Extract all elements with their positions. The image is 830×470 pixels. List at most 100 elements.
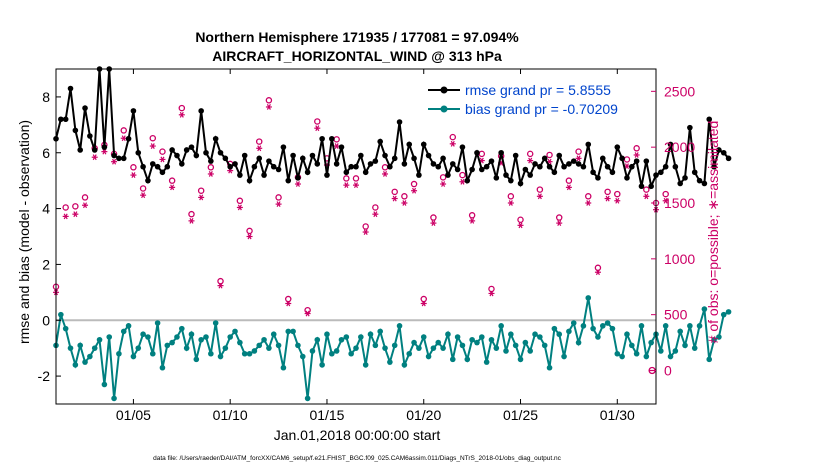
possible-obs-marker bbox=[246, 227, 253, 235]
bias-point bbox=[193, 356, 200, 363]
bias-point bbox=[149, 350, 156, 357]
assimilated-obs-marker bbox=[401, 200, 408, 206]
possible-obs-marker bbox=[468, 212, 476, 219]
rmse-point bbox=[425, 152, 432, 159]
assimilated-obs-marker bbox=[382, 171, 389, 177]
rmse-point bbox=[188, 144, 195, 150]
assimilated-obs-marker bbox=[449, 140, 456, 147]
rmse-point bbox=[391, 155, 398, 162]
assimilated-obs-marker bbox=[565, 184, 572, 191]
rmse-point bbox=[599, 155, 606, 162]
rmse-point bbox=[614, 144, 621, 150]
rmse-point bbox=[183, 147, 190, 153]
rmse-point bbox=[382, 152, 388, 159]
possible-obs-marker bbox=[546, 151, 553, 159]
bias-point bbox=[111, 395, 117, 402]
rmse-point bbox=[232, 161, 238, 167]
x-tick-label: 01/30 bbox=[600, 407, 635, 423]
rmse-point bbox=[377, 138, 383, 145]
bias-point bbox=[488, 336, 495, 343]
bias-point bbox=[493, 345, 500, 351]
rmse-point bbox=[575, 161, 582, 167]
rmse-point bbox=[662, 163, 669, 170]
bias-point bbox=[91, 345, 98, 351]
rmse-point bbox=[222, 155, 229, 162]
assimilated-obs-marker bbox=[140, 192, 147, 199]
bias-point bbox=[343, 334, 350, 340]
bias-point bbox=[203, 334, 209, 340]
bias-point bbox=[125, 323, 132, 329]
legend: rmse grand pr = 5.8555 bias grand pr = -… bbox=[424, 75, 649, 121]
rmse-point bbox=[537, 163, 543, 170]
possible-obs-marker bbox=[333, 136, 340, 143]
bias-point bbox=[483, 359, 490, 365]
possible-obs-marker bbox=[643, 186, 650, 193]
rmse-point bbox=[387, 163, 393, 170]
rmse-point bbox=[532, 161, 538, 167]
rmse-point bbox=[488, 158, 495, 164]
bias-point bbox=[285, 328, 292, 335]
bias-point bbox=[556, 331, 563, 338]
possible-obs-marker bbox=[255, 138, 263, 145]
rmse-point bbox=[67, 85, 74, 92]
bias-point bbox=[246, 350, 253, 357]
possible-obs-marker bbox=[265, 97, 273, 104]
y2-tick-label: 500 bbox=[664, 307, 688, 323]
possible-obs-marker bbox=[159, 148, 166, 155]
bias-point bbox=[585, 295, 592, 301]
assimilated-obs-marker bbox=[111, 158, 118, 165]
rmse-point bbox=[696, 177, 703, 184]
bias-point bbox=[154, 320, 161, 326]
bias-point bbox=[725, 309, 732, 315]
possible-obs-marker bbox=[536, 186, 544, 193]
x-tick-label: 01/15 bbox=[309, 407, 344, 423]
rmse-point bbox=[667, 141, 674, 148]
bias-point bbox=[687, 323, 693, 329]
bias-point bbox=[474, 339, 480, 346]
rmse-point bbox=[304, 169, 311, 176]
rmse-point bbox=[217, 149, 224, 156]
bias-point bbox=[135, 345, 142, 351]
possible-obs-marker bbox=[285, 295, 292, 303]
possible-obs-marker bbox=[236, 197, 244, 205]
rmse-point bbox=[353, 163, 359, 170]
rmse-point bbox=[556, 152, 563, 159]
bias-point bbox=[77, 342, 83, 349]
rmse-point bbox=[145, 177, 151, 184]
rmse-point bbox=[101, 144, 108, 150]
bias-point bbox=[362, 362, 369, 368]
rmse-point bbox=[179, 161, 185, 167]
bias-point bbox=[711, 336, 717, 343]
bias-point bbox=[566, 328, 572, 335]
possible-obs-marker bbox=[517, 216, 524, 223]
assimilated-obs-marker bbox=[256, 145, 263, 152]
bias-point bbox=[716, 334, 722, 340]
assimilated-obs-marker bbox=[411, 187, 418, 194]
assimilated-obs-marker bbox=[614, 197, 621, 204]
rmse-point bbox=[125, 135, 132, 142]
rmse-point bbox=[430, 161, 437, 167]
chart-title-line-1: Northern Hemisphere 171935 / 177081 = 97… bbox=[195, 29, 519, 45]
bias-series-line bbox=[55, 297, 730, 399]
rmse-point bbox=[237, 172, 243, 178]
bias-point bbox=[237, 339, 243, 346]
assimilated-obs-marker bbox=[101, 148, 108, 155]
possible-obs-marker bbox=[217, 277, 224, 285]
bias-point bbox=[159, 364, 166, 371]
bias-point bbox=[720, 311, 727, 318]
bias-point bbox=[508, 331, 514, 338]
bias-point bbox=[329, 350, 335, 357]
possible-obs-marker bbox=[352, 175, 360, 182]
rmse-point bbox=[643, 158, 650, 164]
assimilated-obs-marker bbox=[507, 200, 514, 206]
bias-point bbox=[241, 350, 248, 357]
bias-point bbox=[575, 339, 582, 346]
legend-bias-marker bbox=[440, 105, 448, 113]
rmse-point bbox=[324, 172, 330, 178]
bias-point bbox=[406, 350, 413, 357]
rmse-point bbox=[338, 144, 345, 150]
bias-point bbox=[609, 325, 616, 332]
possible-obs-marker bbox=[449, 133, 457, 141]
rmse-point bbox=[706, 116, 713, 123]
